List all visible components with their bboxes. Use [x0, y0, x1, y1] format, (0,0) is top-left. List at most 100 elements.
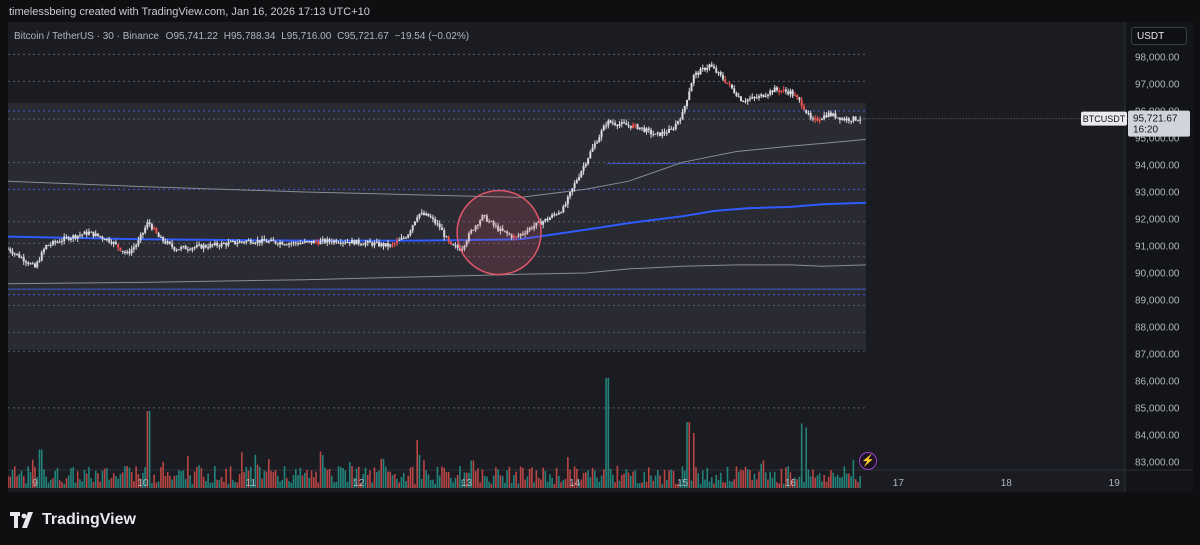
volume-bar-92 [214, 466, 216, 488]
candle-body-85 [198, 244, 201, 246]
ticker-tag-bg [1081, 111, 1127, 126]
candle-body-153 [351, 240, 354, 244]
volume-bar-239 [544, 470, 547, 488]
candle-body-2 [11, 251, 14, 254]
candle-body-128 [294, 242, 297, 244]
volume-bar-358 [812, 469, 814, 488]
candle-body-326 [739, 96, 742, 102]
candle-body-229 [521, 233, 524, 235]
candle-body-273 [620, 122, 623, 125]
candle-body-179 [409, 230, 412, 235]
volume-bar-116 [268, 459, 270, 488]
high-value: H95,788.34 [223, 31, 276, 42]
volume-bar-66 [155, 482, 158, 488]
volume-bar-126 [290, 482, 293, 488]
candle-body-146 [335, 240, 338, 243]
volume-bar-146 [335, 481, 338, 488]
candle-body-333 [755, 97, 758, 99]
candle-body-10 [29, 263, 32, 265]
candle-body-267 [607, 120, 610, 126]
volume-bar-326 [740, 469, 742, 488]
candle-body-149 [342, 242, 345, 244]
volume-bar-151 [346, 481, 349, 488]
volume-bar-90 [209, 482, 212, 488]
candle-body-375 [850, 120, 853, 122]
price-chart[interactable]: 98,000.0097,000.0096,000.0095,000.0094,0… [8, 22, 1193, 492]
y-tick-label-12: 86,000.00 [1135, 376, 1180, 387]
candle-body-256 [582, 165, 585, 172]
candle-body-198 [452, 244, 455, 246]
candle-body-365 [827, 112, 830, 117]
candle-body-150 [344, 242, 347, 244]
candle-body-328 [744, 101, 747, 103]
volume-bar-209 [477, 468, 479, 488]
candle-body-244 [555, 214, 558, 216]
candle-body-56 [132, 247, 135, 250]
candle-body-75 [175, 249, 178, 251]
candle-body-241 [548, 217, 551, 221]
lightning-icon[interactable]: ⚡ [859, 452, 877, 470]
currency-button[interactable]: USDT [1131, 27, 1187, 45]
chart-pane[interactable]: 98,000.0097,000.0096,000.0095,000.0094,0… [8, 22, 1193, 492]
volume-bar-241 [549, 474, 551, 488]
candle-body-224 [510, 234, 513, 238]
volume-bar-252 [573, 466, 576, 488]
candle-body-372 [843, 118, 846, 121]
candle-body-145 [333, 240, 336, 243]
volume-bar-56 [133, 481, 135, 488]
candle-body-191 [436, 223, 439, 225]
candle-body-69 [162, 236, 165, 242]
volume-bar-7 [22, 476, 25, 488]
change-value: −19.54 (−0.02%) [394, 31, 470, 42]
volume-bar-186 [425, 470, 428, 488]
volume-bar-277 [630, 475, 632, 488]
candle-body-278 [632, 124, 635, 128]
volume-bar-142 [326, 469, 329, 488]
volume-bar-167 [382, 458, 385, 488]
candle-body-167 [382, 243, 385, 247]
candle-body-37 [90, 231, 93, 233]
candle-body-252 [573, 183, 576, 189]
volume-bar-114 [263, 470, 266, 488]
volume-bar-274 [623, 473, 625, 488]
volume-bar-349 [791, 478, 794, 488]
candle-body-141 [324, 239, 327, 243]
candle-body-259 [589, 151, 592, 159]
candle-body-331 [751, 96, 754, 99]
volume-bar-69 [162, 461, 164, 488]
candle-body-188 [429, 216, 432, 218]
candle-body-332 [753, 96, 756, 98]
volume-bar-260 [591, 467, 594, 488]
candle-body-339 [769, 90, 772, 95]
volume-bar-94 [218, 479, 221, 488]
candle-body-213 [485, 215, 488, 222]
candle-body-82 [191, 248, 194, 250]
volume-bar-119 [274, 470, 277, 488]
candle-body-318 [721, 75, 724, 80]
volume-bar-159 [364, 467, 367, 488]
volume-bar-211 [481, 469, 484, 488]
candle-body-111 [256, 240, 259, 243]
volume-bar-366 [830, 470, 832, 488]
candle-body-172 [393, 243, 396, 245]
candle-body-95 [220, 243, 223, 247]
candle-body-157 [359, 243, 362, 245]
tradingview-logo[interactable]: TradingView [10, 511, 136, 529]
candle-body-118 [272, 239, 275, 242]
candle-body-78 [182, 246, 185, 248]
volume-bar-203 [463, 472, 466, 488]
candle-body-204 [465, 241, 468, 246]
candle-body-1 [9, 248, 12, 252]
volume-bar-23 [58, 480, 61, 488]
volume-bar-82 [191, 483, 194, 488]
volume-bar-294 [668, 470, 670, 488]
candle-body-59 [139, 234, 142, 241]
candle-body-8 [24, 261, 27, 263]
volume-bar-76 [178, 470, 180, 488]
volume-bar-313 [710, 477, 713, 488]
volume-bar-8 [25, 483, 27, 488]
volume-bar-97 [225, 468, 227, 488]
volume-bar-153 [351, 466, 353, 488]
volume-bar-31 [76, 471, 79, 488]
candle-body-261 [593, 143, 596, 148]
